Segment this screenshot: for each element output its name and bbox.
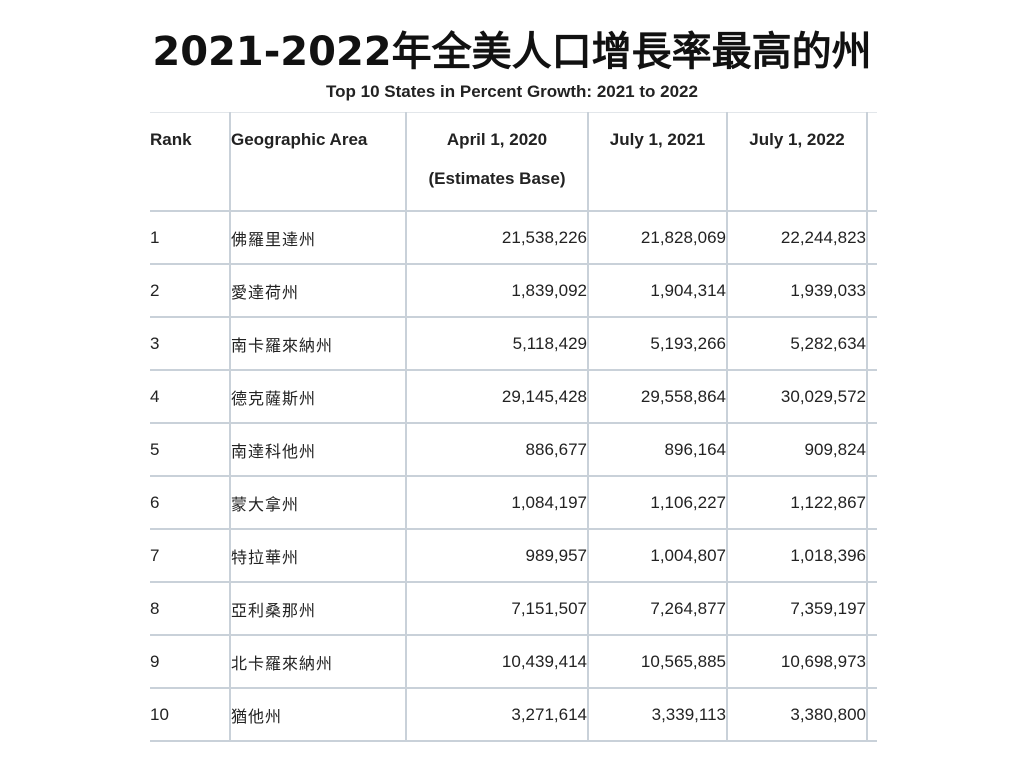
- cell-spacer: [867, 688, 877, 742]
- cell-area: 北卡羅來納州: [230, 635, 407, 689]
- table-row: 8 亞利桑那州 7,151,507 7,264,877 7,359,197: [150, 582, 877, 636]
- cell-july-2021: 1,106,227: [588, 476, 728, 530]
- cell-rank: 5: [150, 423, 231, 477]
- cell-april-2020: 10,439,414: [406, 635, 589, 689]
- cell-rank: 9: [150, 635, 231, 689]
- table-row: 2 愛達荷州 1,839,092 1,904,314 1,939,033: [150, 264, 877, 318]
- cell-area: 猶他州: [230, 688, 407, 742]
- header-rank: Rank: [150, 112, 231, 212]
- table-row: 4 德克薩斯州 29,145,428 29,558,864 30,029,572: [150, 370, 877, 424]
- cell-area: 佛羅里達州: [230, 211, 407, 265]
- cell-rank: 2: [150, 264, 231, 318]
- cell-july-2022: 30,029,572: [727, 370, 868, 424]
- cell-july-2021: 1,004,807: [588, 529, 728, 583]
- cell-spacer: [867, 370, 877, 424]
- cell-rank: 6: [150, 476, 231, 530]
- table-row: 1 佛羅里達州 21,538,226 21,828,069 22,244,823: [150, 211, 877, 265]
- cell-spacer: [867, 264, 877, 318]
- cell-rank: 8: [150, 582, 231, 636]
- cell-april-2020: 21,538,226: [406, 211, 589, 265]
- cell-july-2021: 29,558,864: [588, 370, 728, 424]
- cell-area: 德克薩斯州: [230, 370, 407, 424]
- cell-spacer: [867, 317, 877, 371]
- cell-april-2020: 29,145,428: [406, 370, 589, 424]
- cell-spacer: [867, 582, 877, 636]
- header-april-2020: April 1, 2020 (Estimates Base): [406, 112, 589, 212]
- cell-april-2020: 7,151,507: [406, 582, 589, 636]
- table-row: 10 猶他州 3,271,614 3,339,113 3,380,800: [150, 688, 877, 742]
- cell-july-2021: 896,164: [588, 423, 728, 477]
- table-subtitle: Top 10 States in Percent Growth: 2021 to…: [326, 82, 698, 101]
- cell-spacer: [867, 476, 877, 530]
- cell-july-2022: 1,939,033: [727, 264, 868, 318]
- cell-rank: 7: [150, 529, 231, 583]
- cell-july-2021: 21,828,069: [588, 211, 728, 265]
- cell-rank: 1: [150, 211, 231, 265]
- cell-area: 南達科他州: [230, 423, 407, 477]
- header-april-2020-line2: (Estimates Base): [428, 169, 566, 188]
- cell-july-2021: 5,193,266: [588, 317, 728, 371]
- cell-april-2020: 989,957: [406, 529, 589, 583]
- cell-july-2022: 909,824: [727, 423, 868, 477]
- cell-july-2021: 1,904,314: [588, 264, 728, 318]
- table-row: 7 特拉華州 989,957 1,004,807 1,018,396: [150, 529, 877, 583]
- header-july-2021: July 1, 2021: [588, 112, 728, 212]
- cell-rank: 10: [150, 688, 231, 742]
- cell-april-2020: 886,677: [406, 423, 589, 477]
- cell-july-2022: 10,698,973: [727, 635, 868, 689]
- page-title: 2021-2022年全美人口增長率最高的州: [152, 29, 872, 75]
- cell-rank: 4: [150, 370, 231, 424]
- header-spacer: [867, 112, 877, 212]
- cell-spacer: [867, 423, 877, 477]
- table-row: 3 南卡羅來納州 5,118,429 5,193,266 5,282,634: [150, 317, 877, 371]
- cell-spacer: [867, 211, 877, 265]
- cell-area: 蒙大拿州: [230, 476, 407, 530]
- cell-spacer: [867, 635, 877, 689]
- cell-july-2022: 7,359,197: [727, 582, 868, 636]
- cell-area: 愛達荷州: [230, 264, 407, 318]
- cell-july-2021: 10,565,885: [588, 635, 728, 689]
- header-april-2020-line1: April 1, 2020: [446, 130, 548, 149]
- table-row: 6 蒙大拿州 1,084,197 1,106,227 1,122,867: [150, 476, 877, 530]
- cell-april-2020: 3,271,614: [406, 688, 589, 742]
- table-row: 9 北卡羅來納州 10,439,414 10,565,885 10,698,97…: [150, 635, 877, 689]
- cell-july-2022: 1,018,396: [727, 529, 868, 583]
- cell-april-2020: 1,084,197: [406, 476, 589, 530]
- cell-july-2022: 22,244,823: [727, 211, 868, 265]
- cell-area: 特拉華州: [230, 529, 407, 583]
- table-row: 5 南達科他州 886,677 896,164 909,824: [150, 423, 877, 477]
- table-header-row: Rank Geographic Area April 1, 2020 (Esti…: [150, 112, 877, 212]
- cell-april-2020: 1,839,092: [406, 264, 589, 318]
- cell-area: 亞利桑那州: [230, 582, 407, 636]
- cell-rank: 3: [150, 317, 231, 371]
- cell-july-2022: 1,122,867: [727, 476, 868, 530]
- header-geographic-area: Geographic Area: [230, 112, 407, 212]
- cell-spacer: [867, 529, 877, 583]
- cell-july-2021: 3,339,113: [588, 688, 728, 742]
- cell-july-2022: 3,380,800: [727, 688, 868, 742]
- population-growth-table: Rank Geographic Area April 1, 2020 (Esti…: [150, 112, 877, 742]
- cell-april-2020: 5,118,429: [406, 317, 589, 371]
- header-july-2022: July 1, 2022: [727, 112, 868, 212]
- cell-july-2022: 5,282,634: [727, 317, 868, 371]
- cell-july-2021: 7,264,877: [588, 582, 728, 636]
- cell-area: 南卡羅來納州: [230, 317, 407, 371]
